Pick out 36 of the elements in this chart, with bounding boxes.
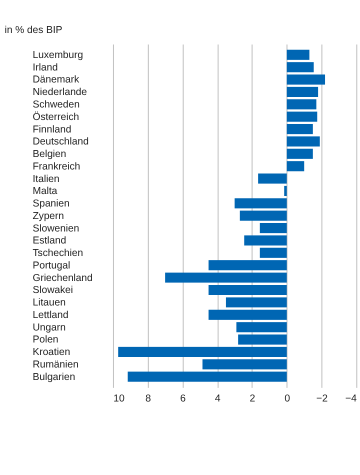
y-tick-label: Frankreich xyxy=(32,161,80,172)
x-tick-label: 2 xyxy=(250,394,256,405)
y-tick-label: Zypern xyxy=(32,210,64,222)
y-tick-label: Lettland xyxy=(32,310,69,321)
x-tick-label: 4 xyxy=(214,394,221,405)
y-tick-label: Portugal xyxy=(32,260,70,272)
y-tick-label: Estland xyxy=(32,236,66,247)
y-tick-label: Spanien xyxy=(32,198,70,210)
x-tick-label: 8 xyxy=(145,394,152,405)
y-tick-label: Deutschland xyxy=(32,136,89,148)
y-tick-label: Luxemburg xyxy=(32,50,84,61)
y-tick-label: Rumänien xyxy=(32,360,79,370)
x-tick-label: 0 xyxy=(284,394,290,405)
y-tick-label: Dänemark xyxy=(32,74,80,86)
y-tick-label: Ungarn xyxy=(32,322,66,334)
y-tick-label: Irland xyxy=(32,62,58,74)
y-tick-label: Litauen xyxy=(32,298,66,309)
y-tick-label: Malta xyxy=(32,186,58,198)
y-tick-label: Bulgarien xyxy=(32,372,76,383)
y-tick-label: Niederlande xyxy=(32,87,88,98)
y-tick-label: Italien xyxy=(32,174,60,185)
y-tick-label: Kroatien xyxy=(32,347,70,358)
x-tick-label: 6 xyxy=(180,394,186,405)
y-tick-label: Tschechien xyxy=(32,248,84,260)
y-tick-label: Slowakei xyxy=(32,285,74,296)
chart-title: in % des BIP xyxy=(4,24,63,36)
x-tick-label: −4 xyxy=(345,394,358,405)
y-tick-label: Finnland xyxy=(32,124,72,136)
y-tick-label: Belgien xyxy=(32,149,66,160)
x-tick-label: −2 xyxy=(316,394,328,405)
y-tick-label: Österreich xyxy=(32,110,80,123)
y-tick-label: Polen xyxy=(32,334,58,346)
y-tick-label: Schweden xyxy=(32,100,80,110)
x-tick-label: 10 xyxy=(113,394,126,405)
y-tick-label: Slowenien xyxy=(32,223,80,234)
y-tick-label: Griechenland xyxy=(32,272,93,284)
